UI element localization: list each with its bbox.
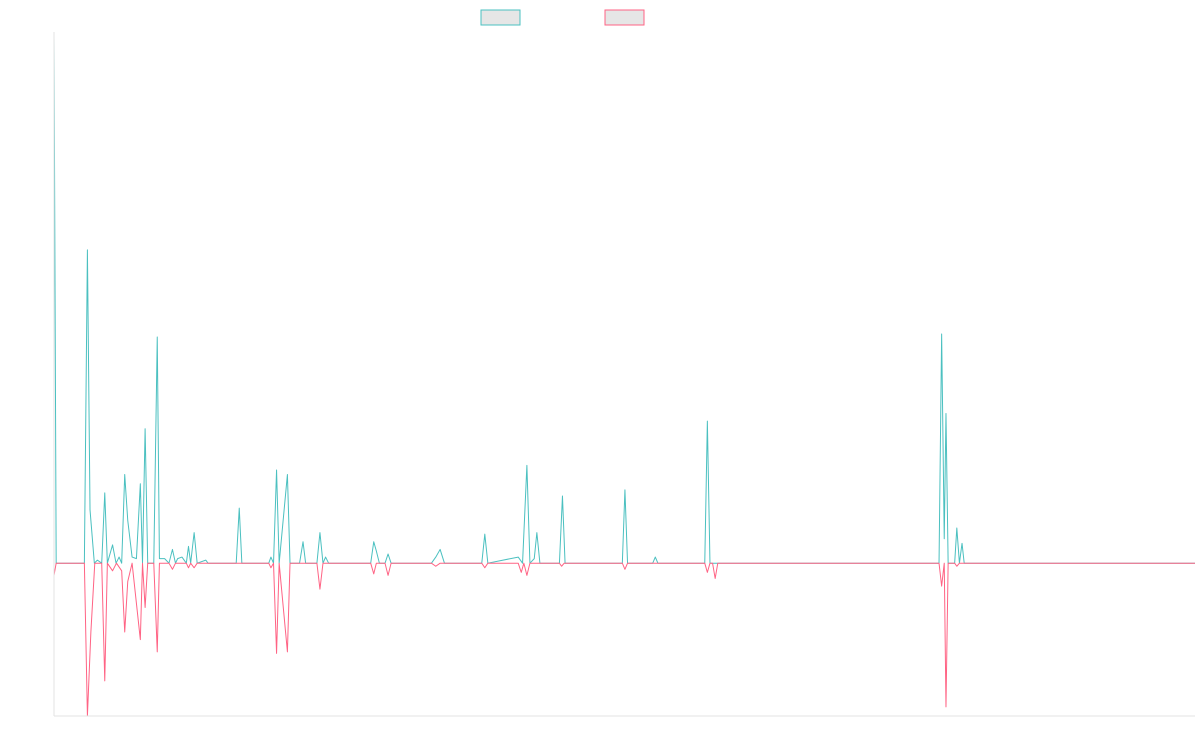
plot-area [53, 35, 1195, 717]
legend-swatch-1[interactable] [480, 9, 521, 26]
series-line-1 [53, 35, 1195, 564]
series-line-2 [53, 562, 1195, 717]
chart-legend[interactable] [480, 9, 645, 26]
legend-swatch-2[interactable] [604, 9, 645, 26]
chart-axes [53, 32, 1195, 717]
